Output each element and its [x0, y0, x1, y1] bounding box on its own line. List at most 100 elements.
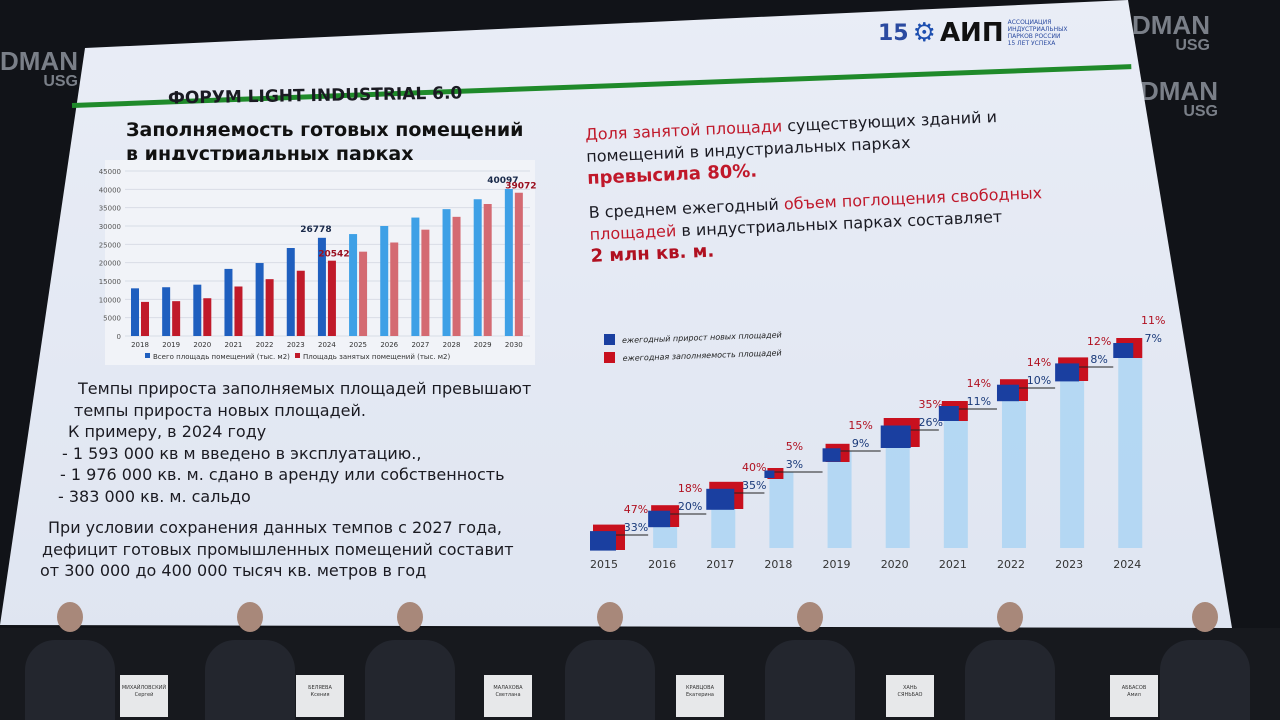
y-tick-label: 15000 — [99, 278, 121, 286]
legend-swatch — [145, 353, 150, 358]
growth-label: 8% — [1090, 353, 1107, 366]
bar-total-2030 — [504, 188, 513, 336]
x-tick-label: 2024 — [1113, 558, 1141, 571]
growth-box-2020 — [880, 425, 911, 448]
column-2019 — [827, 451, 852, 548]
panelist — [205, 640, 295, 720]
x-tick-label: 2017 — [706, 558, 734, 571]
panelist-head — [397, 602, 423, 632]
body-line: К примеру, в 2024 году — [68, 422, 267, 441]
growth-box-2023 — [1055, 363, 1080, 382]
badge-15: 15 — [878, 20, 909, 46]
x-tick-label: 2023 — [1055, 558, 1083, 571]
x-tick-label: 2020 — [881, 558, 909, 571]
x-tick-label: 2028 — [443, 341, 461, 349]
bar-total-2027 — [411, 217, 420, 336]
occupancy-label: 14% — [967, 377, 991, 390]
bar-occupied-2020 — [203, 298, 212, 336]
growth-box-2016 — [648, 510, 671, 528]
bar-occupied-2024 — [327, 260, 336, 336]
growth-box-2024 — [1113, 343, 1134, 358]
panelist-head — [1192, 602, 1218, 632]
panelist — [1160, 640, 1250, 720]
occupancy-label: 47% — [624, 503, 648, 516]
legend-label: ежегодный прирост новых площадей — [622, 330, 782, 345]
x-tick-label: 2016 — [648, 558, 676, 571]
growth-box-2018 — [764, 470, 775, 478]
bar-total-2025 — [349, 234, 358, 336]
growth-label: 11% — [967, 395, 991, 408]
panelist-head — [997, 602, 1023, 632]
y-tick-label: 25000 — [99, 241, 121, 249]
bar-occupied-2023 — [296, 270, 305, 336]
column-2021 — [943, 409, 968, 548]
panelist-head — [597, 602, 623, 632]
occupancy-label: 40% — [742, 461, 766, 474]
growth-label: 7% — [1145, 332, 1162, 345]
y-tick-label: 5000 — [103, 315, 121, 323]
x-tick-label: 2023 — [287, 341, 305, 349]
occupancy-label: 11% — [1141, 314, 1165, 327]
legend-label: Всего площадь помещений (тыс. м2) — [153, 353, 290, 361]
x-tick-label: 2018 — [131, 341, 149, 349]
y-tick-label: 45000 — [99, 168, 121, 176]
y-tick-label: 20000 — [99, 260, 121, 268]
growth-box-2015 — [590, 531, 616, 551]
panelist — [765, 640, 855, 720]
x-tick-label: 2022 — [997, 558, 1025, 571]
data-label: 20542 — [318, 250, 349, 260]
bar-total-2023 — [286, 248, 295, 336]
x-tick-label: 2015 — [590, 558, 618, 571]
bar-occupied-2028 — [452, 216, 461, 336]
legend-swatch — [604, 352, 615, 363]
x-tick-label: 2019 — [823, 558, 851, 571]
right-text: Доля занятой площади существующих зданий… — [584, 107, 1043, 267]
growth-box-2019 — [822, 448, 841, 462]
growth-box-2021 — [938, 406, 959, 421]
nameplate: КРАВЦОВА Екатерина — [676, 675, 724, 717]
bar-total-2018 — [131, 288, 139, 336]
growth-box-2022 — [996, 384, 1019, 402]
legend-label: Площадь занятых помещений (тыс. м2) — [303, 353, 450, 361]
column-2023 — [1060, 367, 1085, 548]
bar-chart-occupancy: 0 5000 10000 15000 20000 25000 30000 35000 40000… — [99, 160, 537, 365]
occupancy-label: 35% — [918, 398, 942, 411]
bar-total-2024 — [317, 237, 326, 336]
bar-occupied-2030 — [514, 192, 523, 336]
nameplate: БЕЛЯЕВА Ксения — [296, 675, 344, 717]
left-body-text: Темпы прироста заполняемых площадей прев… — [40, 378, 531, 582]
y-tick-label: 40000 — [99, 186, 121, 194]
body-line: от 300 000 до 400 000 тысяч кв. метров в… — [40, 561, 427, 580]
growth-label: 35% — [742, 479, 766, 492]
data-label: 26778 — [300, 225, 331, 235]
bar-total-2021 — [224, 268, 233, 336]
bar-occupied-2019 — [172, 301, 181, 336]
x-tick-label: 2022 — [256, 341, 274, 349]
column-2024 — [1118, 346, 1143, 548]
column-2020 — [885, 430, 910, 548]
growth-label: 20% — [678, 500, 702, 513]
bar-total-2019 — [162, 287, 171, 336]
data-label: 40097 — [487, 176, 518, 186]
legend-label: ежегодная заполняемость площадей — [622, 348, 781, 363]
body-line: темпы прироста новых площадей. — [74, 400, 366, 420]
x-tick-label: 2024 — [318, 341, 336, 349]
occupancy-label: 12% — [1087, 335, 1111, 348]
x-tick-label: 2030 — [505, 341, 523, 349]
panelist — [25, 640, 115, 720]
body-line: При условии сохранения данных темпов с 2… — [48, 518, 502, 537]
y-tick-label: 10000 — [99, 296, 121, 304]
panelist — [365, 640, 455, 720]
bar-total-2026 — [380, 226, 389, 336]
bar-total-2028 — [442, 209, 451, 336]
growth-box-2017 — [706, 488, 735, 510]
body-line — [40, 507, 531, 517]
x-tick-label: 2025 — [349, 341, 367, 349]
bar-occupied-2022 — [265, 279, 274, 336]
body-line: Темпы прироста заполняемых площадей прев… — [78, 379, 532, 398]
bar-occupied-2026 — [390, 242, 399, 336]
body-line: - 1 976 000 кв. м. сдано в аренду или со… — [60, 465, 505, 484]
data-label: 39072 — [505, 182, 536, 192]
occupancy-label: 5% — [786, 440, 803, 453]
y-tick-label: 35000 — [99, 205, 121, 213]
